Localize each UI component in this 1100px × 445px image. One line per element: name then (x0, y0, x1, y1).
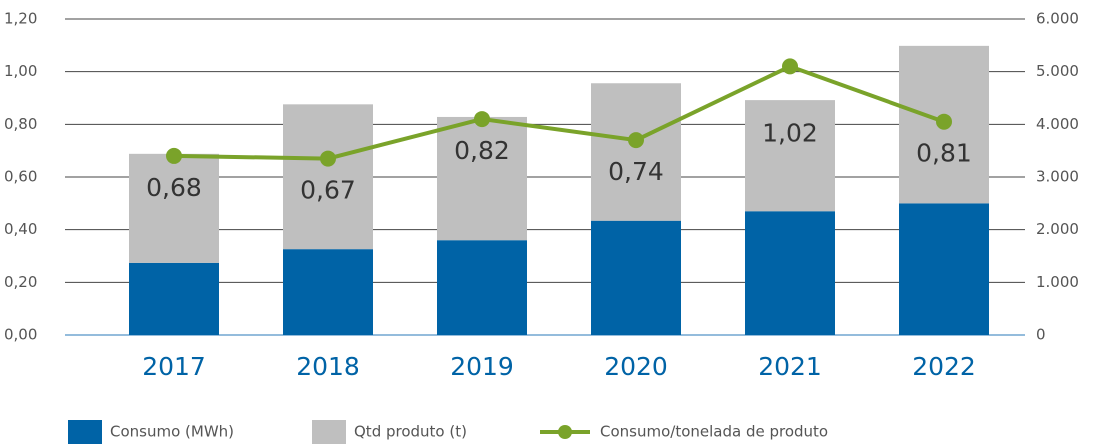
y2-tick-label: 6.000 (1036, 10, 1079, 28)
line-point (320, 150, 336, 167)
bar (899, 203, 989, 335)
legend-swatch (68, 420, 102, 444)
y2-tick-label: 2.000 (1036, 220, 1079, 238)
line (173, 64, 945, 161)
value-label: 0,82 (454, 136, 510, 165)
y-tick-label: 0,60 (4, 168, 37, 186)
value-label: 0,81 (916, 139, 972, 168)
bar (283, 249, 373, 335)
x-tick-label: 2021 (758, 352, 822, 381)
line-point (628, 132, 644, 149)
y-tick-label: 0,20 (4, 273, 37, 291)
legend-swatch (312, 420, 346, 444)
value-label: 1,02 (762, 118, 818, 147)
value-label: 0,67 (300, 176, 356, 205)
legend-marker (558, 425, 572, 439)
y-tick-label: 1,00 (4, 62, 37, 80)
y2-tick-label: 4.000 (1036, 115, 1079, 133)
y-tick-label: 0,00 (4, 326, 37, 344)
y2-tick-label: 3.000 (1036, 168, 1079, 186)
line-point (782, 58, 798, 75)
bar (591, 220, 681, 335)
bar (129, 262, 219, 335)
bar (745, 100, 835, 212)
legend-label: Consumo (MWh) (110, 423, 234, 441)
x-tick-label: 2022 (912, 352, 976, 381)
y2-tick-label: 1.000 (1036, 273, 1079, 291)
line-point (166, 147, 182, 164)
bar (591, 83, 681, 221)
x-tick-label: 2020 (604, 352, 668, 381)
y-tick-label: 1,20 (4, 10, 37, 28)
y2-tick-label: 0 (1036, 326, 1046, 344)
bar (437, 116, 527, 241)
bar (437, 240, 527, 335)
bar (283, 104, 373, 250)
line-point (936, 113, 952, 130)
bar (129, 153, 219, 263)
x-tick-label: 2019 (450, 352, 514, 381)
line-point (474, 111, 490, 128)
x-tick-label: 2017 (142, 352, 206, 381)
x-tick-label: 2018 (296, 352, 360, 381)
legend-label: Consumo/tonelada de produto (600, 423, 828, 441)
legend-label: Qtd produto (t) (354, 423, 467, 441)
y-tick-label: 0,80 (4, 115, 37, 133)
y-tick-label: 0,40 (4, 220, 37, 238)
bar (745, 211, 835, 335)
value-label: 0,68 (146, 173, 202, 202)
y2-tick-label: 5.000 (1036, 62, 1079, 80)
value-label: 0,74 (608, 157, 664, 186)
